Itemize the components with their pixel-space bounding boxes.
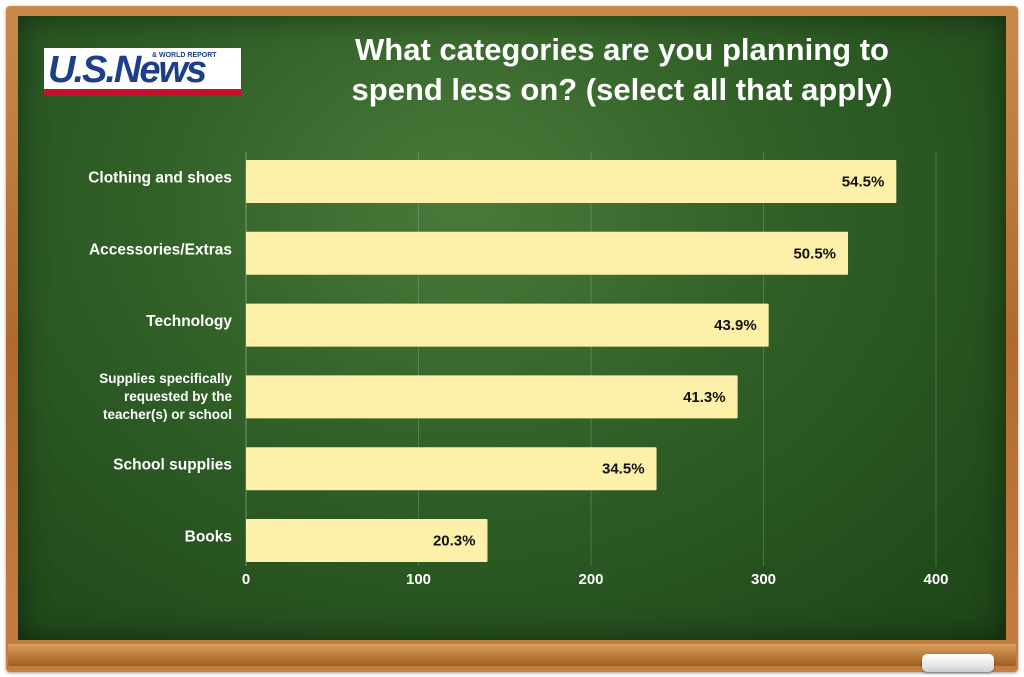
category-label-5: Books xyxy=(185,529,232,546)
bar-value-label-0: 54.5% xyxy=(842,174,885,191)
bar-1 xyxy=(246,231,849,275)
logo-wordmark: U.S.News xyxy=(48,49,207,91)
x-tick-label-0: 0 xyxy=(242,571,250,588)
chalk-tray xyxy=(8,644,1016,666)
x-tick-label-1: 100 xyxy=(406,571,431,588)
x-tick-label-3: 300 xyxy=(751,571,776,588)
category-label-3-line-2: teacher(s) or school xyxy=(103,407,232,422)
bar-value-label-2: 43.9% xyxy=(714,317,757,334)
logo-red-bar xyxy=(44,89,241,96)
bar-value-label-4: 34.5% xyxy=(602,461,645,478)
x-tick-label-2: 200 xyxy=(578,571,603,588)
category-label-1: Accessories/Extras xyxy=(89,241,232,258)
bar-2 xyxy=(246,303,769,347)
bar-0 xyxy=(246,160,897,203)
category-label-4: School supplies xyxy=(113,457,232,474)
chalk-piece xyxy=(922,654,994,672)
category-label-3: Supplies specifically requested by the tea… xyxy=(99,371,232,422)
category-label-5-line-0: Books xyxy=(185,529,232,546)
category-label-3-line-1: requested by the xyxy=(124,389,233,404)
bar-4 xyxy=(246,447,657,491)
bar-5 xyxy=(246,519,488,562)
category-label-1-line-0: Accessories/Extras xyxy=(89,241,232,258)
usnews-logo: U.S.News & WORLD REPORT xyxy=(44,48,241,96)
category-label-2: Technology xyxy=(146,313,232,330)
logo-subtitle: & WORLD REPORT xyxy=(152,52,217,59)
chart-title: What categories are you planning to spen… xyxy=(262,30,982,110)
category-label-4-line-0: School supplies xyxy=(113,457,232,474)
bar-value-label-3: 41.3% xyxy=(683,389,726,406)
category-label-2-line-0: Technology xyxy=(146,313,232,330)
bar-value-label-5: 20.3% xyxy=(433,533,476,550)
chart-title-line-1: What categories are you planning to xyxy=(355,32,889,67)
category-label-3-line-0: Supplies specifically xyxy=(99,371,232,386)
bar-value-label-1: 50.5% xyxy=(793,245,836,262)
x-tick-label-4: 400 xyxy=(923,571,948,588)
category-label-0: Clothing and shoes xyxy=(88,170,232,187)
bar-3 xyxy=(246,375,738,419)
category-label-0-line-0: Clothing and shoes xyxy=(88,170,232,187)
chart-title-line-2: spend less on? (select all that apply) xyxy=(351,72,893,107)
